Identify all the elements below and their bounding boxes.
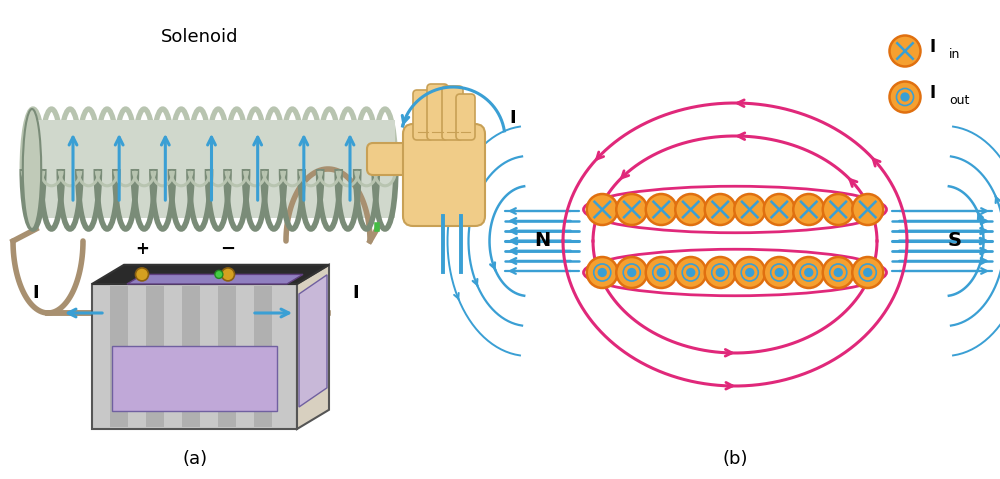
Polygon shape [299, 275, 327, 407]
Text: I: I [509, 109, 516, 127]
Circle shape [646, 194, 677, 225]
Circle shape [675, 257, 706, 288]
Text: Solenoid: Solenoid [161, 28, 239, 46]
Text: I: I [352, 284, 359, 302]
Circle shape [764, 257, 795, 288]
Circle shape [136, 268, 149, 281]
Text: S: S [948, 231, 962, 251]
Circle shape [716, 268, 725, 277]
Circle shape [686, 268, 695, 277]
Circle shape [705, 194, 736, 225]
Bar [146, 286, 164, 427]
Circle shape [598, 268, 607, 277]
Circle shape [793, 194, 824, 225]
Circle shape [734, 194, 765, 225]
Circle shape [646, 257, 677, 288]
FancyBboxPatch shape [367, 143, 424, 175]
Circle shape [804, 268, 813, 277]
Circle shape [215, 271, 223, 278]
Bar [110, 286, 128, 427]
Bar [28, 120, 395, 218]
Circle shape [764, 194, 795, 225]
Circle shape [627, 268, 636, 277]
FancyBboxPatch shape [403, 124, 485, 226]
Circle shape [823, 257, 854, 288]
Text: $\mathbf{I}$: $\mathbf{I}$ [929, 84, 936, 102]
Circle shape [657, 268, 666, 277]
Circle shape [675, 194, 706, 225]
Text: −: − [220, 240, 236, 258]
Text: in: in [949, 48, 960, 61]
Polygon shape [92, 265, 329, 284]
Bar [254, 286, 272, 427]
Text: (b): (b) [722, 450, 748, 468]
Circle shape [587, 257, 618, 288]
Circle shape [793, 257, 824, 288]
Bar [218, 286, 236, 427]
Circle shape [616, 194, 647, 225]
Text: out: out [949, 94, 969, 107]
Circle shape [745, 268, 754, 277]
Circle shape [222, 268, 235, 281]
Ellipse shape [23, 109, 41, 229]
Circle shape [775, 268, 784, 277]
Circle shape [890, 81, 921, 113]
Circle shape [616, 257, 647, 288]
FancyBboxPatch shape [413, 90, 433, 140]
Bar [182, 286, 200, 427]
FancyBboxPatch shape [456, 94, 475, 140]
Circle shape [734, 257, 765, 288]
FancyBboxPatch shape [427, 84, 448, 140]
Text: I: I [32, 284, 39, 302]
Polygon shape [297, 265, 329, 429]
Text: B: B [453, 148, 467, 166]
Circle shape [823, 194, 854, 225]
Circle shape [587, 194, 618, 225]
Text: +: + [135, 240, 149, 258]
Circle shape [890, 35, 921, 67]
Circle shape [852, 257, 883, 288]
Circle shape [705, 257, 736, 288]
Bar [112, 346, 277, 411]
Circle shape [900, 92, 910, 102]
Text: $\mathbf{I}$: $\mathbf{I}$ [929, 38, 936, 56]
Text: (a): (a) [182, 450, 208, 468]
FancyBboxPatch shape [442, 86, 463, 140]
Polygon shape [127, 274, 303, 284]
Circle shape [834, 268, 843, 277]
FancyBboxPatch shape [92, 284, 297, 429]
Circle shape [863, 268, 872, 277]
Circle shape [852, 194, 883, 225]
Text: N: N [534, 231, 550, 251]
